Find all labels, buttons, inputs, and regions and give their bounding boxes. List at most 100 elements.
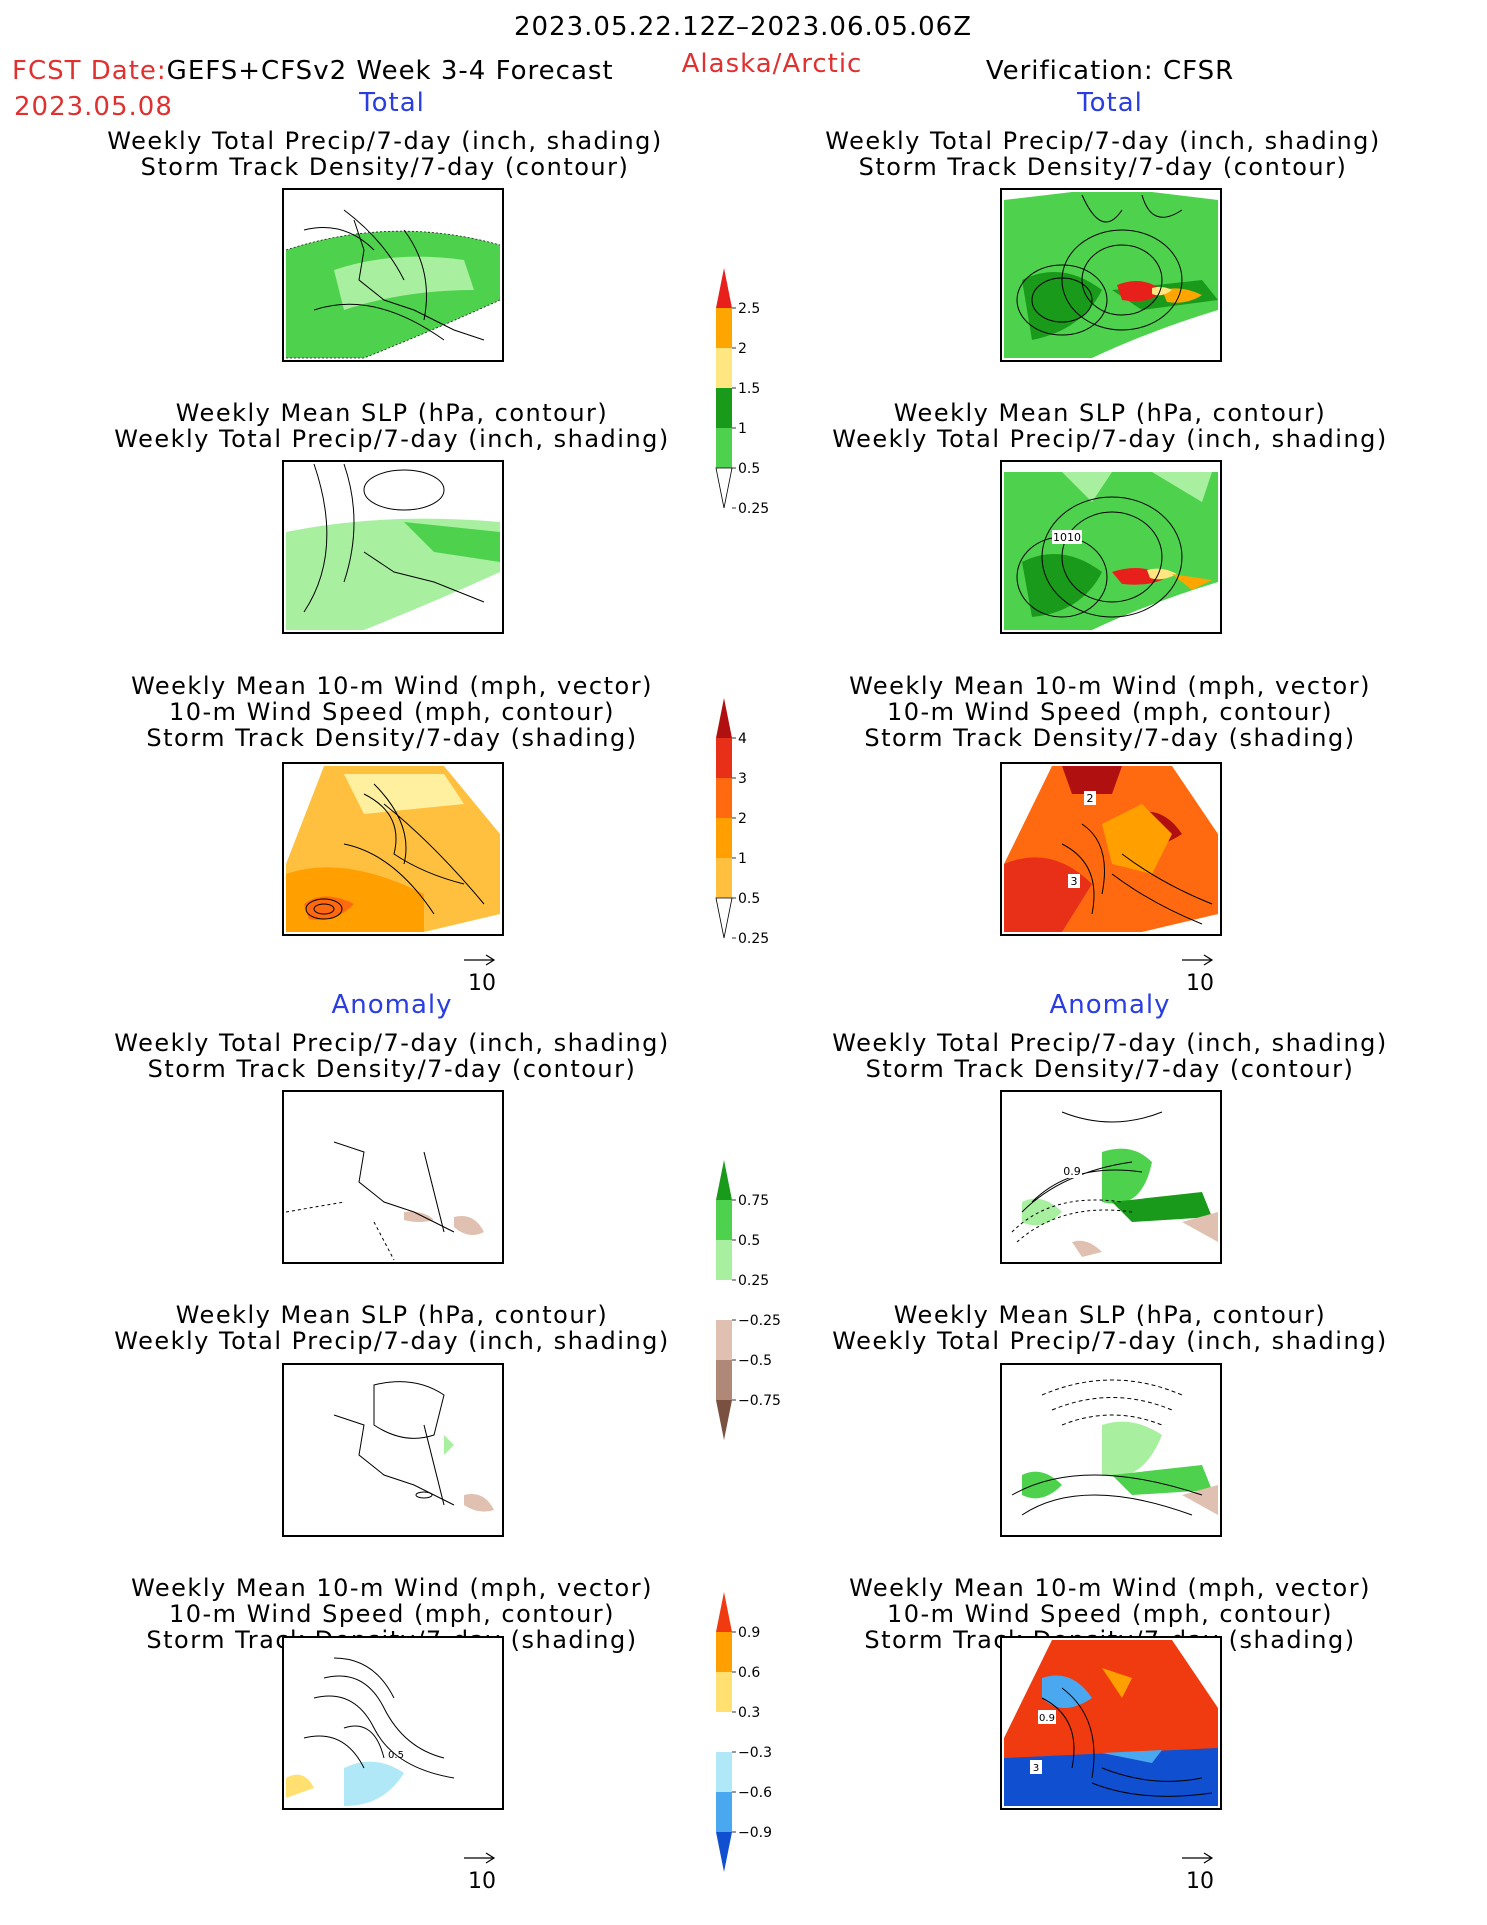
arrow-icon (464, 1852, 496, 1864)
precip_total-cap-bottom (715, 467, 733, 509)
forecast-header: FCST Date:GEFS+CFSv2 Week 3-4 Forecast (12, 56, 614, 86)
storm_total-cap-bottom (715, 897, 733, 939)
map-precip-storm-anom-right: 0.9 (1000, 1090, 1222, 1264)
section-total-right: Total (1077, 88, 1143, 118)
title-wind-storm-total-left: Weekly Mean 10-m Wind (mph, vector) 10-m … (131, 672, 653, 752)
storm_anom-tick-label-1: 0.6 (738, 1665, 760, 1681)
precip_anom-tick-label-3: −0.25 (738, 1313, 781, 1329)
precip_total-tick-label-4: 0.5 (738, 461, 760, 477)
arrow-icon (1182, 1852, 1214, 1864)
map-slp-precip-total-left (282, 460, 504, 634)
precip_total-swatch-2 (716, 348, 732, 388)
storm_total-tick-label-1: 3 (738, 771, 747, 787)
colorbar-storm-anom: 0.9 0.6 0.3 −0.3 −0.6 −0.9 (716, 1592, 806, 1886)
map-wind-storm-anom-right: 0.9 3 (1000, 1636, 1222, 1810)
wind-ref-anom-right: 10 (1180, 1850, 1220, 1894)
storm_anom-swatch-1 (716, 1632, 732, 1672)
map-slp-precip-anom-left (282, 1363, 504, 1537)
storm_anom-swatch-2 (716, 1672, 732, 1712)
map-precip-storm-total-right (1000, 188, 1222, 362)
precip_anom-tick-label-2: 0.25 (738, 1273, 769, 1289)
title-wind-storm-total-right: Weekly Mean 10-m Wind (mph, vector) 10-m … (849, 672, 1371, 752)
map-wind-storm-anom-left: 0.5 (282, 1636, 504, 1810)
precip_anom-swatch-1 (716, 1200, 732, 1240)
precip_total-swatch-3 (716, 388, 732, 428)
label-wind-anom-right-b: 3 (1033, 1763, 1039, 1774)
title-precip-storm-total-right: Weekly Total Precip/7-day (inch, shading… (825, 127, 1381, 181)
model-name: GEFS+CFSv2 Week 3-4 Forecast (166, 56, 614, 86)
date-range: 2023.05.22.12Z–2023.06.05.06Z (513, 12, 973, 42)
title-slp-precip-anom-left: Weekly Mean SLP (hPa, contour) Weekly Tot… (114, 1301, 670, 1355)
storm_anom-tick-label-2: 0.3 (738, 1705, 760, 1721)
title-precip-storm-anom-left: Weekly Total Precip/7-day (inch, shading… (114, 1029, 670, 1083)
precip_anom-swatch-2 (716, 1240, 732, 1280)
storm_total-tick-label-5: 0.25 (738, 931, 769, 947)
map-precip-storm-anom-left (282, 1090, 504, 1264)
storm_total-tick-label-4: 0.5 (738, 891, 760, 907)
precip_total-tick-label-2: 1.5 (738, 381, 760, 397)
wind-ref-total-right: 10 (1180, 952, 1220, 996)
storm_anom-tick-label-4: −0.6 (738, 1785, 772, 1801)
precip_total-tick-label-0: 2.5 (738, 301, 760, 317)
precip_total-swatch-4 (716, 428, 732, 468)
precip_total-tick-label-5: 0.25 (738, 501, 769, 517)
section-anomaly-right: Anomaly (1049, 990, 1171, 1020)
storm_total-swatch-1 (716, 738, 732, 778)
storm_anom-swatch-5 (716, 1792, 732, 1832)
storm_anom-tick-label-3: −0.3 (738, 1745, 772, 1761)
colorbar-precip-anom: 0.75 0.5 0.25 −0.25 −0.5 −0.75 (716, 1160, 806, 1454)
label-wind-anom-right-a: 0.9 (1039, 1713, 1055, 1724)
title-precip-storm-total-left: Weekly Total Precip/7-day (inch, shading… (107, 127, 663, 181)
storm_total-swatch-4 (716, 858, 732, 898)
storm_total-tick-label-0: 4 (738, 731, 747, 747)
colorbar-precip-total: 2.5 2 1.5 1 0.5 0.25 (715, 268, 796, 562)
precip_anom-swatch-4 (716, 1320, 732, 1360)
precip_anom-swatch-3 (716, 1280, 732, 1320)
precip_total-tick-label-1: 2 (738, 341, 747, 357)
map-wind-storm-total-left (282, 762, 504, 936)
precip_anom-swatch-5 (716, 1360, 732, 1400)
storm_anom-cap-bottom (716, 1832, 732, 1872)
region-label: Alaska/Arctic (681, 49, 863, 79)
wind-ref-total-left: 10 (462, 952, 502, 996)
storm_anom-swatch-4 (716, 1752, 732, 1792)
storm_anom-tick-label-5: −0.9 (738, 1825, 772, 1841)
verification-label: Verification: CFSR (985, 56, 1235, 86)
precip_anom-cap-bottom (716, 1400, 732, 1440)
storm_total-cap-top (716, 698, 732, 738)
precip_total-swatch-1 (716, 308, 732, 348)
title-slp-precip-anom-right: Weekly Mean SLP (hPa, contour) Weekly Tot… (832, 1301, 1388, 1355)
label-precip-anom: 0.9 (1063, 1165, 1081, 1178)
precip_total-tick-label-3: 1 (738, 421, 747, 437)
section-anomaly-left: Anomaly (331, 990, 453, 1020)
storm_anom-tick-label-0: 0.9 (738, 1625, 760, 1641)
precip_anom-cap-top (716, 1160, 732, 1200)
title-slp-precip-total-left: Weekly Mean SLP (hPa, contour) Weekly Tot… (114, 399, 670, 453)
section-total-left: Total (359, 88, 425, 118)
label-slp-1010: 1010 (1053, 531, 1081, 544)
storm_total-swatch-3 (716, 818, 732, 858)
title-precip-storm-anom-right: Weekly Total Precip/7-day (inch, shading… (832, 1029, 1388, 1083)
precip_anom-tick-label-4: −0.5 (738, 1353, 772, 1369)
precip_anom-tick-label-5: −0.75 (738, 1393, 781, 1409)
precip_total-cap-top (716, 268, 732, 308)
fcst-date: 2023.05.08 (14, 92, 173, 122)
title-slp-precip-total-right: Weekly Mean SLP (hPa, contour) Weekly Tot… (832, 399, 1388, 453)
precip_anom-tick-label-1: 0.5 (738, 1233, 760, 1249)
map-slp-precip-anom-right (1000, 1363, 1222, 1537)
label-storm-3: 3 (1071, 875, 1078, 888)
colorbar-storm-total: 4 3 2 1 0.5 0.25 (715, 698, 796, 992)
wind-ref-anom-left: 10 (462, 1850, 502, 1894)
storm_total-swatch-2 (716, 778, 732, 818)
storm_anom-cap-top (716, 1592, 732, 1632)
storm_total-tick-label-3: 1 (738, 851, 747, 867)
map-slp-precip-total-right: 1010 (1000, 460, 1222, 634)
map-precip-storm-total-left (282, 188, 504, 362)
label-storm-2: 2 (1087, 792, 1094, 805)
title-wind-storm-anom-left: Weekly Mean 10-m Wind (mph, vector) 10-m … (131, 1574, 653, 1654)
storm_anom-swatch-3 (716, 1712, 732, 1752)
storm_total-tick-label-2: 2 (738, 811, 747, 827)
fcst-date-label: FCST Date: (12, 56, 167, 86)
label-wind-anom-left: 0.5 (388, 1750, 404, 1761)
arrow-icon (1182, 954, 1214, 966)
